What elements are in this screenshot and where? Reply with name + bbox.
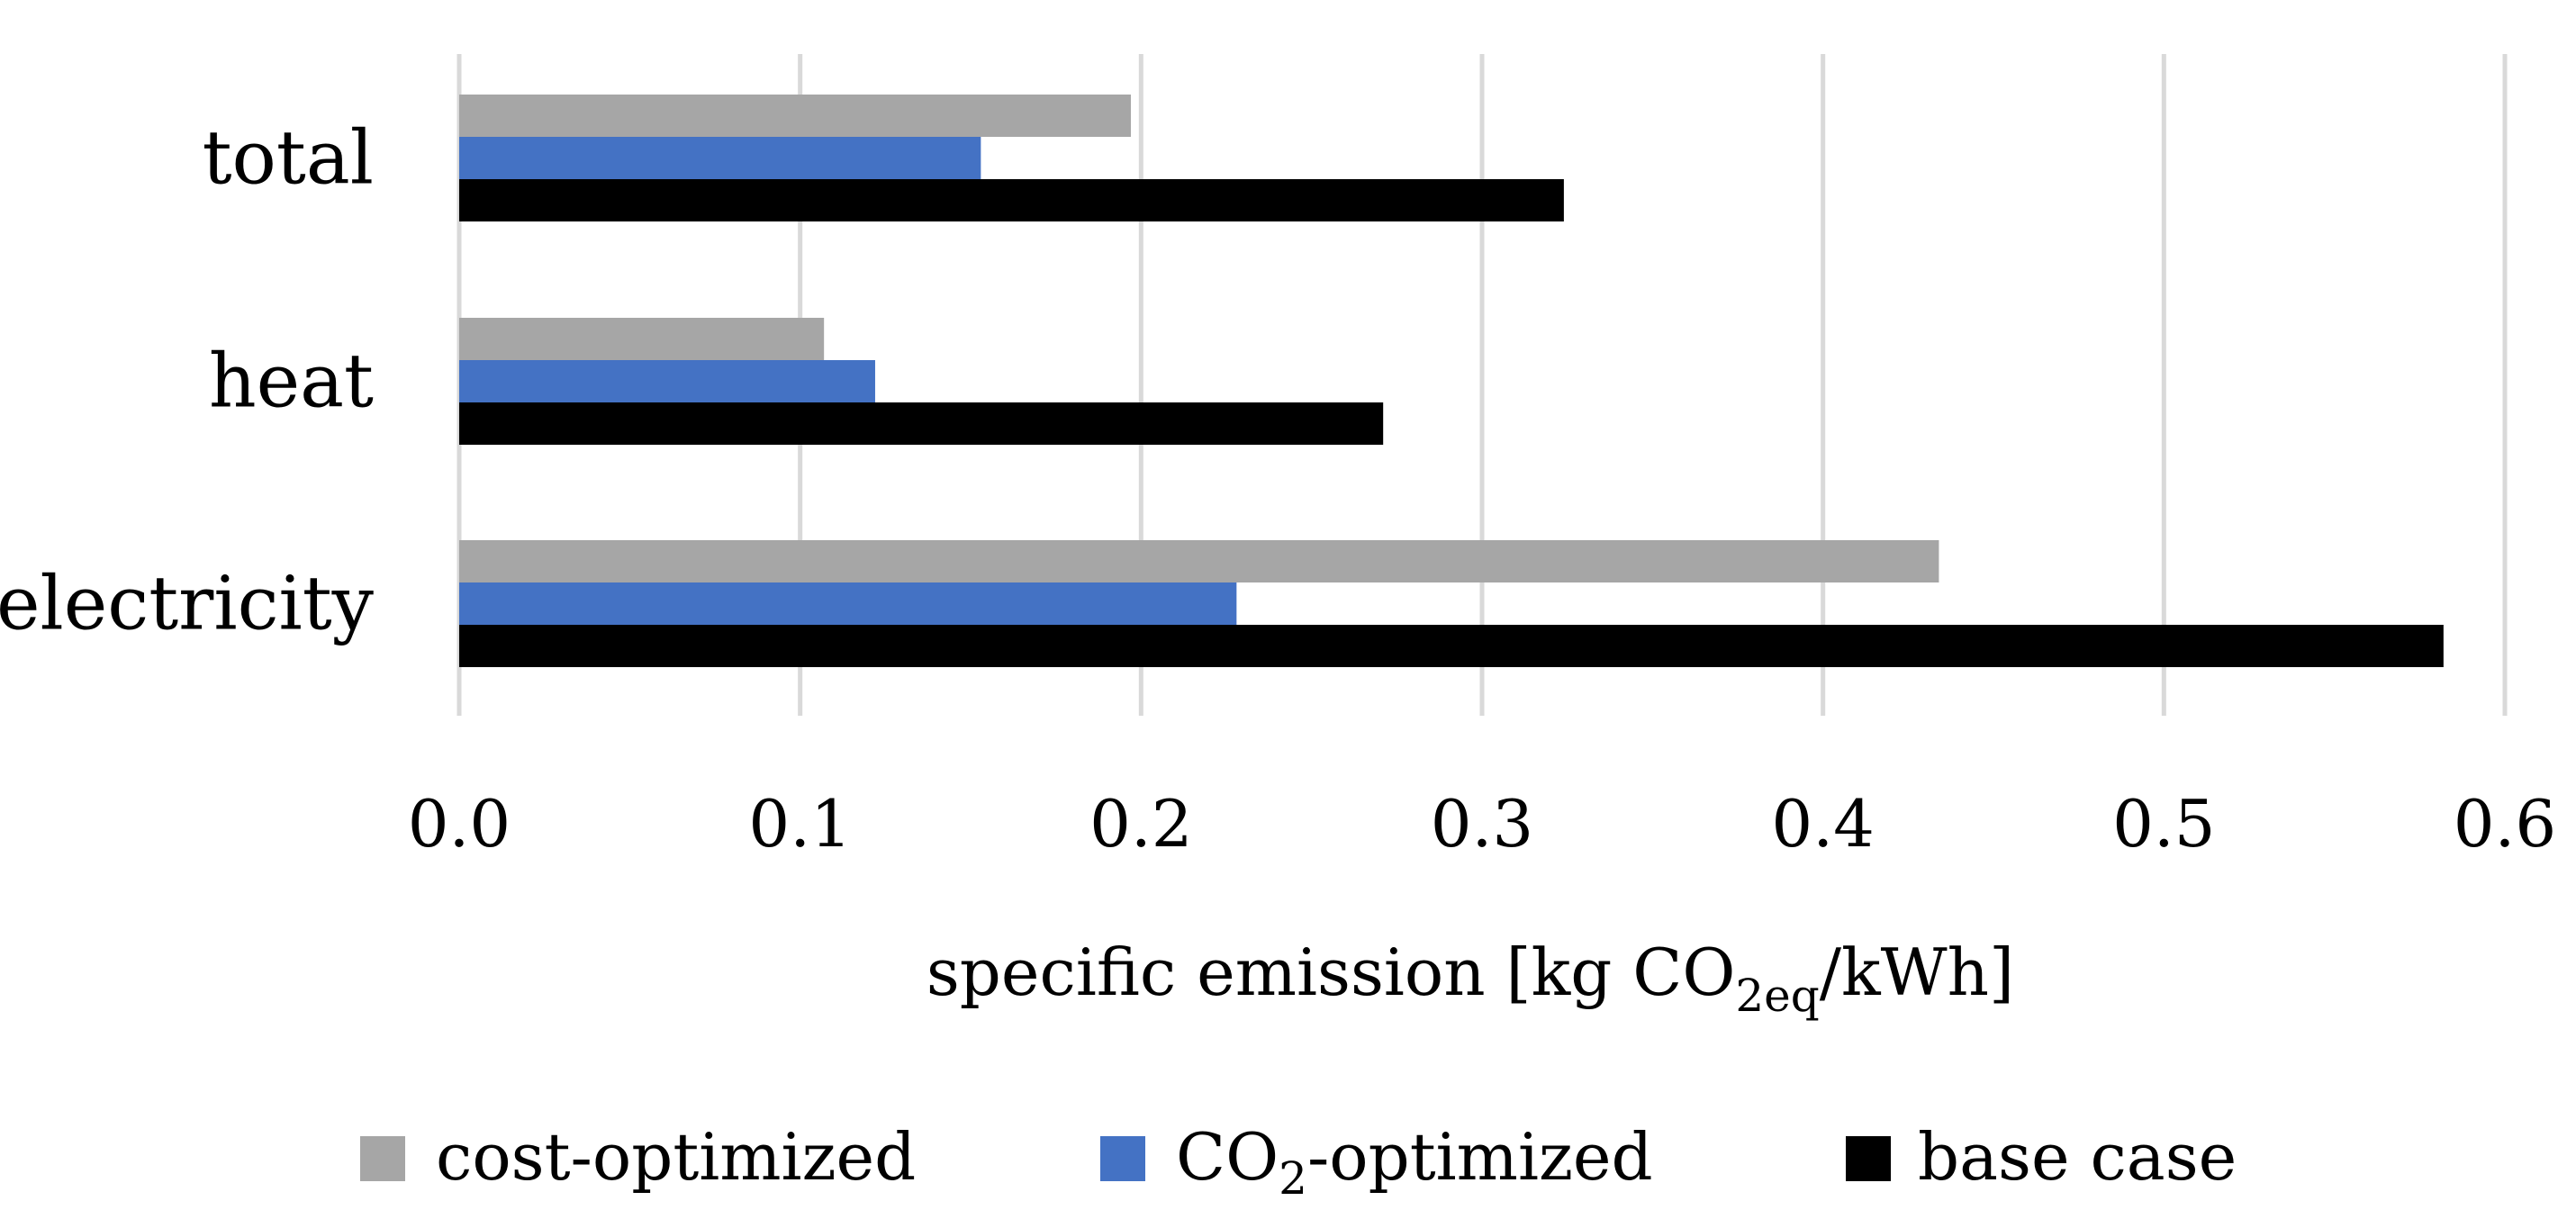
- category-label-total: total: [203, 116, 374, 202]
- x-axis-title-subscript: 2eq: [1735, 970, 1819, 1022]
- x-tick-label: 0.0: [408, 786, 511, 862]
- legend-label-base-case: base case: [1918, 1119, 2237, 1195]
- bar-electricity-cost-optimized: [459, 540, 1939, 582]
- x-axis-title-prefix: specific emission [kg CO: [926, 935, 1736, 1010]
- category-label-electricity: electricity: [0, 562, 375, 647]
- x-axis-title-suffix: /kWh]: [1820, 935, 2014, 1010]
- bar-total-base-case: [459, 179, 1564, 221]
- x-tick-label: 0.3: [1431, 786, 1534, 862]
- legend-swatch-co2-optimized: [1100, 1136, 1145, 1181]
- x-tick-label: 0.4: [1771, 786, 1875, 862]
- legend-swatch-base-case: [1846, 1136, 1891, 1181]
- category-labels: total heat electricity: [0, 116, 375, 647]
- bar-heat-co2-optimized: [459, 360, 875, 402]
- legend-label-co2-optimized: CO2-optimized: [1176, 1119, 1653, 1205]
- x-tick-label: 0.6: [2454, 786, 2557, 862]
- bar-heat-cost-optimized: [459, 318, 825, 360]
- legend: cost-optimized CO2-optimized base case: [360, 1119, 2237, 1205]
- bars: [459, 95, 2444, 667]
- bar-electricity-base-case: [459, 625, 2444, 667]
- bar-total-cost-optimized: [459, 95, 1131, 137]
- bar-total-co2-optimized: [459, 137, 981, 179]
- bar-electricity-co2-optimized: [459, 582, 1237, 625]
- x-tick-label: 0.2: [1089, 786, 1193, 862]
- x-axis-title: specific emission [kg CO2eq/kWh]: [926, 935, 2014, 1022]
- category-label-heat: heat: [209, 339, 374, 425]
- x-tick-label: 0.5: [2112, 786, 2216, 862]
- bar-heat-base-case: [459, 402, 1384, 445]
- x-tick-label: 0.1: [748, 786, 852, 862]
- legend-label-cost-optimized: cost-optimized: [436, 1119, 916, 1195]
- legend-swatch-cost-optimized: [360, 1136, 405, 1181]
- x-tick-labels: 0.0 0.1 0.2 0.3 0.4 0.5 0.6: [408, 786, 2557, 862]
